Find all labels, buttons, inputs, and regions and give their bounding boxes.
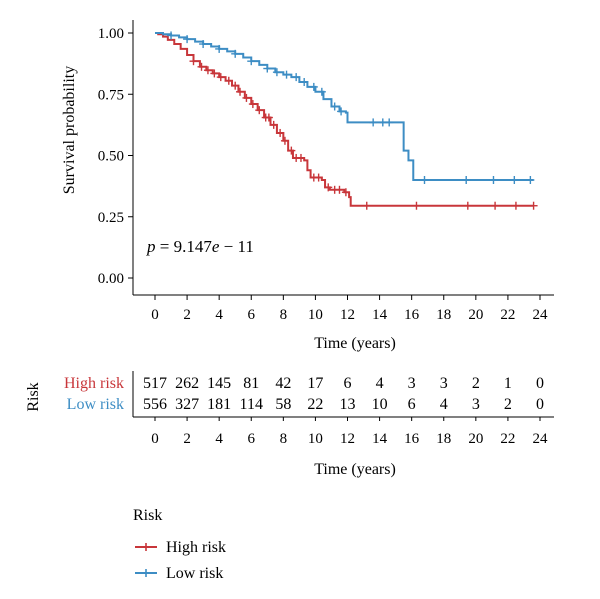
- risk-x-tick-label: 12: [340, 431, 355, 447]
- risk-count-high-risk: 42: [275, 375, 291, 392]
- risk-count-high-risk: 4: [376, 375, 384, 392]
- risk-count-low-risk: 556: [143, 396, 167, 413]
- risk-count-high-risk: 6: [344, 375, 352, 392]
- x-tick-label: 20: [468, 307, 483, 323]
- risk-count-low-risk: 3: [472, 396, 480, 413]
- risk-count-low-risk: 13: [340, 396, 356, 413]
- risk-count-low-risk: 6: [408, 396, 416, 413]
- risk-count-high-risk: 145: [207, 375, 231, 392]
- p-value-exponent: − 11: [219, 237, 253, 256]
- risk-count-high-risk: 2: [472, 375, 480, 392]
- risk-x-tick-label: 6: [248, 431, 256, 447]
- risk-count-high-risk: 0: [536, 375, 544, 392]
- risk-x-tick-label: 0: [151, 431, 159, 447]
- risk-x-tick-label: 16: [404, 431, 420, 447]
- x-axis-label: Time (years): [314, 335, 396, 352]
- p-symbol: p: [146, 237, 156, 256]
- legend: Risk High risk Low risk: [133, 507, 226, 582]
- y-axis-ticks: 0.00 0.25 0.50 0.75 1.00: [98, 26, 133, 287]
- x-tick-label: 14: [372, 307, 388, 323]
- risk-row-label-high-risk: High risk: [64, 375, 124, 392]
- risk-row-label-low-risk: Low risk: [67, 396, 124, 413]
- x-tick-label: 8: [280, 307, 288, 323]
- risk-table-title: Risk: [25, 382, 42, 411]
- p-value-e: e: [212, 237, 220, 256]
- risk-count-low-risk: 181: [207, 396, 231, 413]
- risk-x-tick-label: 2: [183, 431, 191, 447]
- risk-x-tick-label: 24: [533, 431, 549, 447]
- risk-x-tick-label: 20: [468, 431, 483, 447]
- risk-count-high-risk: 1: [504, 375, 512, 392]
- risk-count-low-risk: 0: [536, 396, 544, 413]
- y-axis-label: Survival probability: [61, 66, 78, 194]
- risk-count-high-risk: 81: [243, 375, 259, 392]
- x-tick-label: 12: [340, 307, 355, 323]
- x-tick-label: 16: [404, 307, 420, 323]
- survival-curves: [155, 31, 538, 210]
- legend-label-high-risk: High risk: [166, 539, 226, 556]
- risk-count-high-risk: 17: [307, 375, 323, 392]
- x-tick-label: 4: [215, 307, 223, 323]
- risk-count-low-risk: 10: [372, 396, 388, 413]
- risk-count-high-risk: 3: [440, 375, 448, 392]
- x-tick-label: 18: [436, 307, 451, 323]
- x-tick-label: 2: [183, 307, 191, 323]
- risk-count-high-risk: 3: [408, 375, 416, 392]
- curve-low-risk: [155, 32, 534, 181]
- x-tick-label: 24: [533, 307, 549, 323]
- risk-x-tick-label: 10: [308, 431, 323, 447]
- x-tick-label: 10: [308, 307, 323, 323]
- risk-count-low-risk: 327: [175, 396, 199, 413]
- risk-table-x-label: Time (years): [314, 461, 396, 478]
- p-value-annotation: p = 9.147e − 11: [146, 237, 254, 256]
- risk-count-low-risk: 58: [275, 396, 291, 413]
- risk-table-x-ticks: 0 2 4 6 8 10 12 14 16 18 20 22 24: [133, 416, 554, 447]
- risk-count-low-risk: 22: [307, 396, 323, 413]
- risk-x-tick-label: 14: [372, 431, 388, 447]
- x-tick-label: 6: [248, 307, 256, 323]
- risk-count-high-risk: 517: [143, 375, 167, 392]
- y-tick-label: 0.75: [98, 87, 124, 103]
- x-tick-label: 0: [151, 307, 159, 323]
- legend-entries: High risk Low risk: [135, 539, 226, 582]
- risk-count-high-risk: 262: [175, 375, 199, 392]
- y-tick-label: 0.50: [98, 149, 124, 165]
- risk-count-low-risk: 2: [504, 396, 512, 413]
- x-axis-ticks: 0 2 4 6 8 10 12 14 16 18 20 22 24: [151, 295, 548, 323]
- legend-label-low-risk: Low risk: [166, 565, 223, 582]
- risk-count-low-risk: 114: [240, 396, 263, 413]
- x-tick-label: 22: [500, 307, 515, 323]
- risk-x-tick-label: 18: [436, 431, 451, 447]
- y-tick-label: 1.00: [98, 26, 124, 42]
- legend-title: Risk: [133, 507, 162, 524]
- risk-x-tick-label: 4: [215, 431, 223, 447]
- risk-count-low-risk: 4: [440, 396, 448, 413]
- risk-x-tick-label: 22: [500, 431, 515, 447]
- y-tick-label: 0.00: [98, 271, 124, 287]
- p-value-mantissa: = 9.147: [156, 237, 213, 256]
- risk-x-tick-label: 8: [280, 431, 288, 447]
- y-tick-label: 0.25: [98, 210, 124, 226]
